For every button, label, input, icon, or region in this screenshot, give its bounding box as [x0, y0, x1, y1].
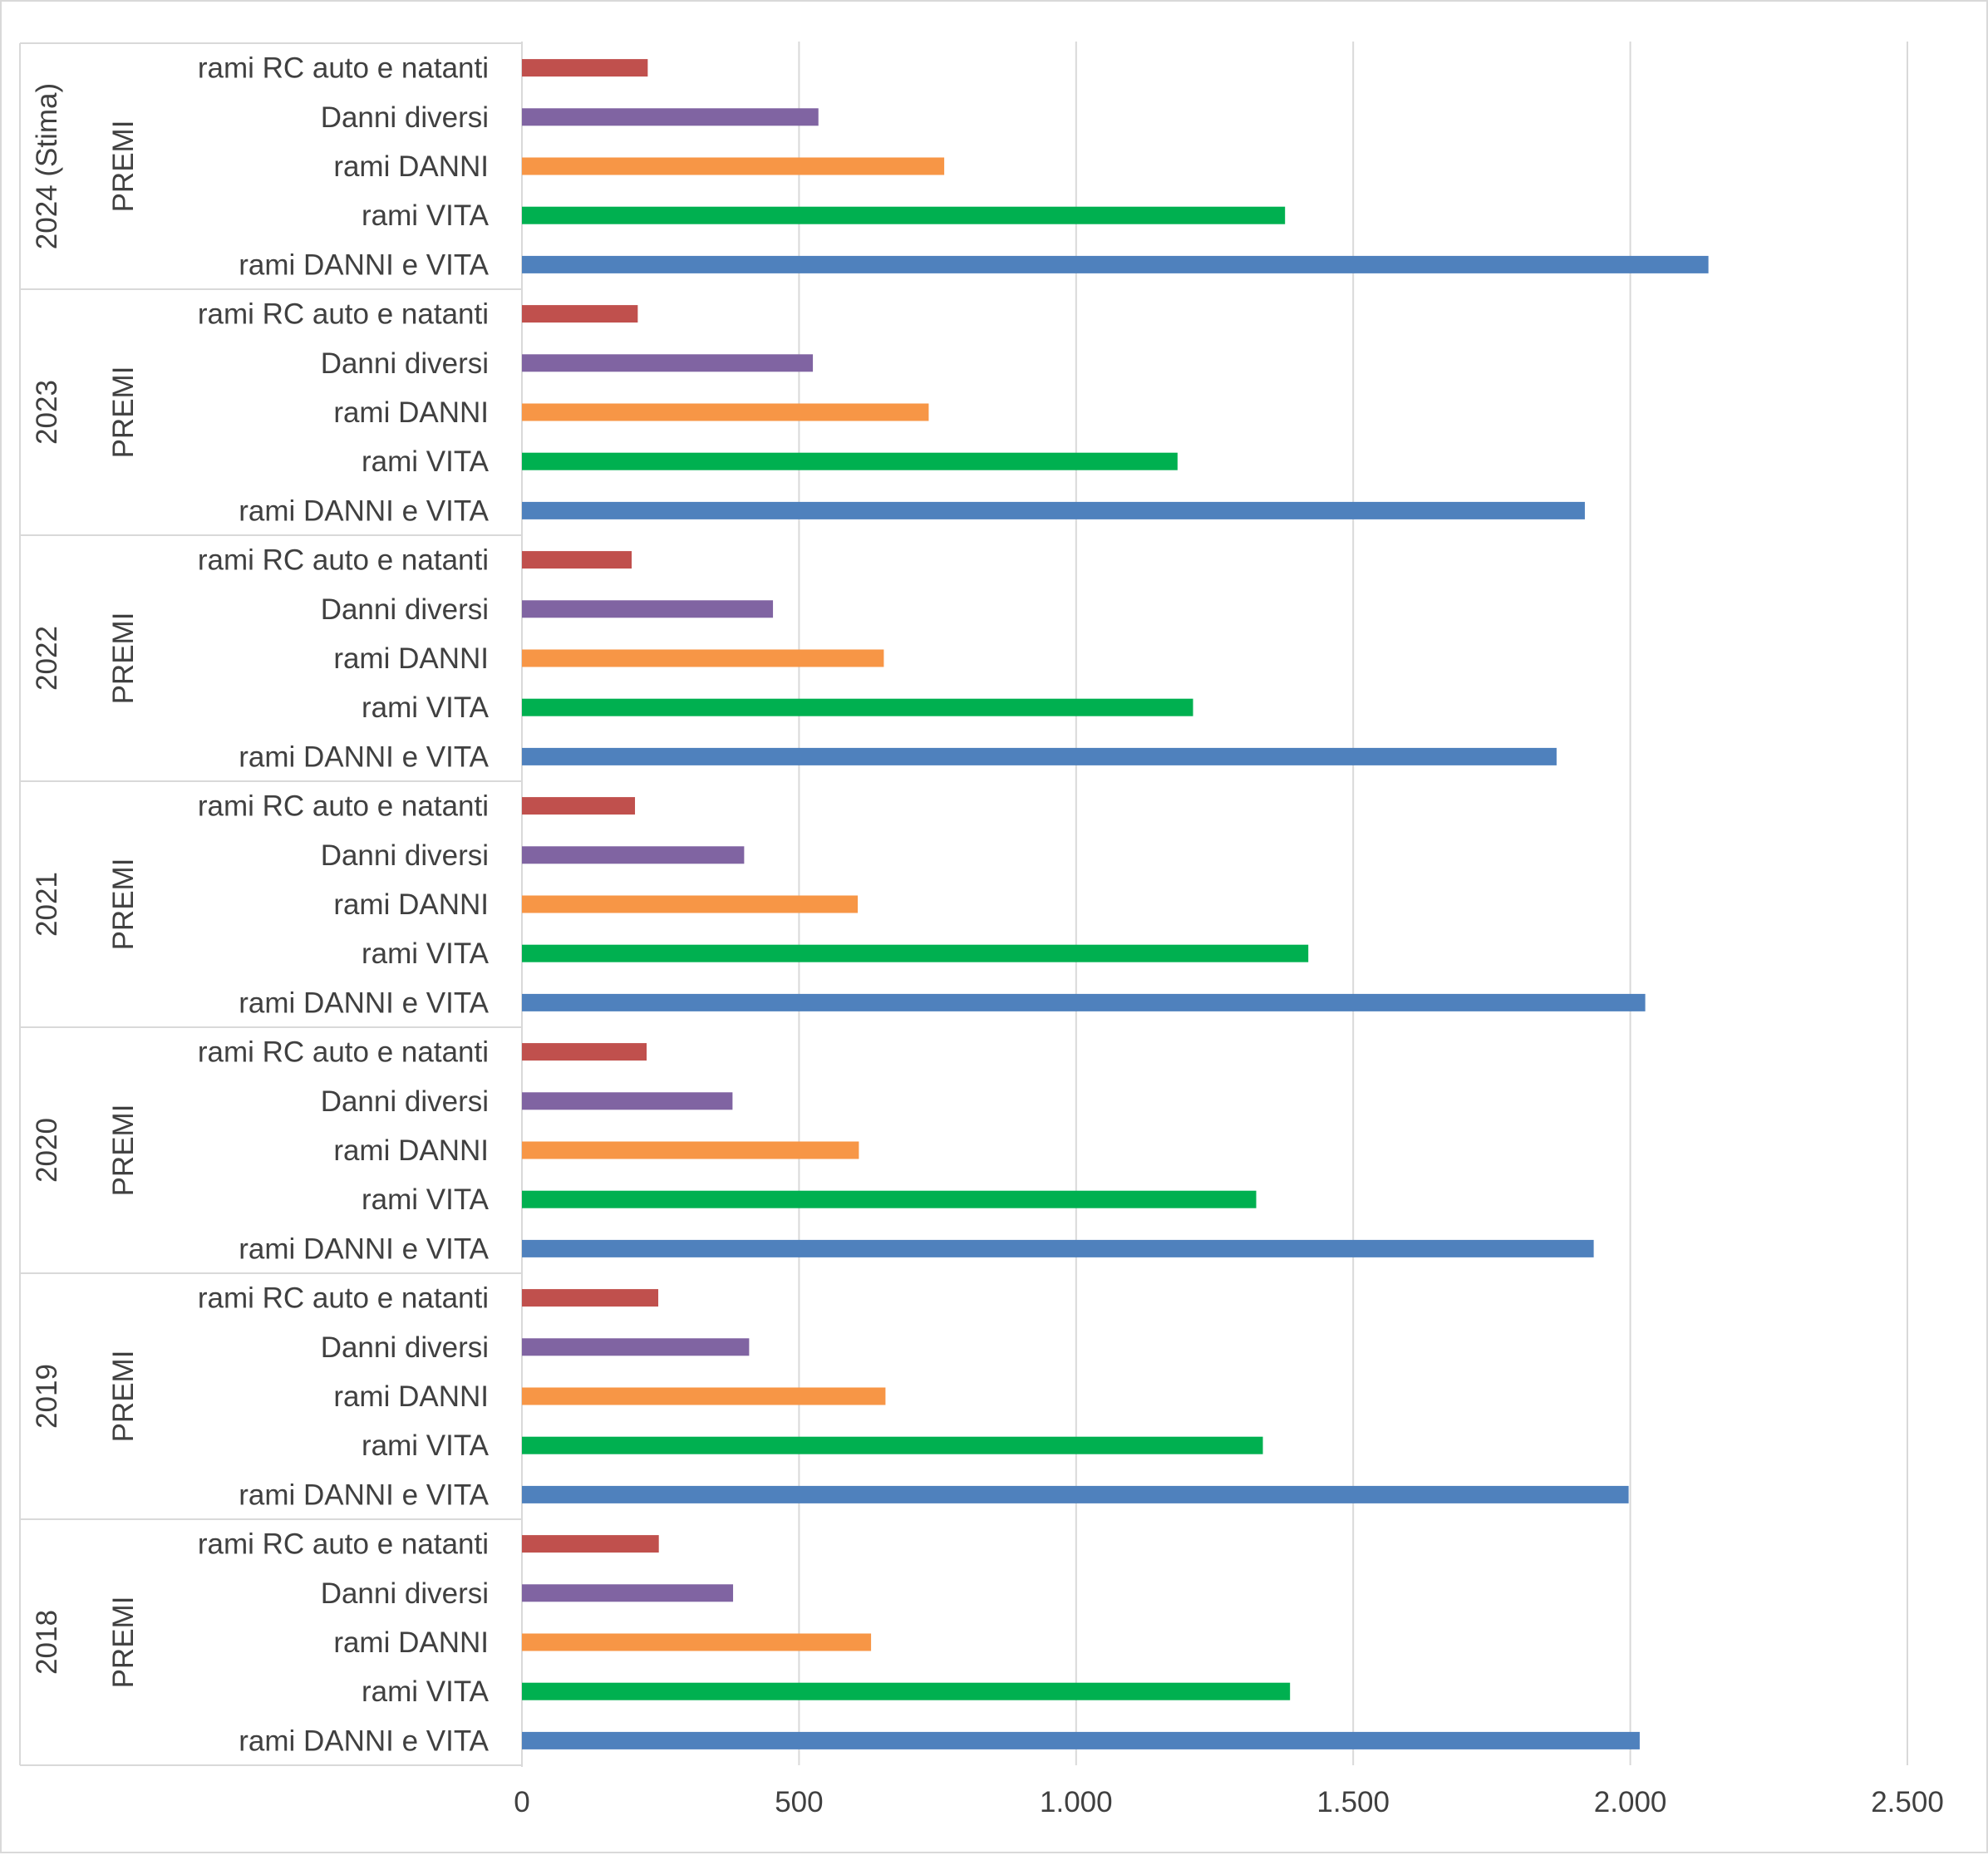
category-label: rami VITA [362, 445, 490, 478]
category-label: rami VITA [362, 1183, 490, 1216]
year-label: 2018 [31, 1610, 63, 1675]
subgroup-label: PREMI [107, 1105, 140, 1197]
bar-rami-danni [522, 157, 945, 175]
bar-danni-diversi [522, 1338, 750, 1356]
category-label: rami DANNI e VITA [239, 987, 489, 1019]
bar-rami-danni-e-vita [522, 1485, 1629, 1503]
bar-rami-rc-auto-e-natanti [522, 305, 638, 323]
category-label: rami RC auto e natanti [198, 790, 489, 823]
category-label: rami DANNI [333, 888, 489, 921]
category-label: rami DANNI e VITA [239, 1725, 489, 1757]
year-label: 2019 [31, 1364, 63, 1429]
bar-rami-rc-auto-e-natanti [522, 1043, 647, 1061]
bar-rami-vita [522, 1682, 1291, 1700]
bar-rami-rc-auto-e-natanti [522, 1535, 659, 1553]
bar-danni-diversi [522, 846, 745, 864]
bar-rami-vita [522, 1436, 1263, 1454]
bar-rami-danni [522, 1633, 872, 1651]
category-label: rami VITA [362, 1429, 490, 1462]
category-label: Danni diversi [321, 347, 489, 380]
category-label: Danni diversi [321, 1331, 489, 1364]
category-label: rami DANNI [333, 1626, 489, 1659]
category-label: rami RC auto e natanti [198, 1036, 489, 1069]
x-tick-label: 1.500 [1316, 1786, 1390, 1818]
bar-rami-danni [522, 649, 884, 667]
category-label: Danni diversi [321, 101, 489, 134]
bar-rami-danni-e-vita [522, 1239, 1594, 1257]
category-label: rami RC auto e natanti [198, 1282, 489, 1315]
subgroup-label: PREMI [107, 859, 140, 951]
category-label: rami DANNI e VITA [239, 1479, 489, 1511]
bar-rami-danni-e-vita [522, 747, 1557, 765]
bar-danni-diversi [522, 1092, 733, 1110]
year-label: 2020 [31, 1118, 63, 1183]
bar-rami-rc-auto-e-natanti [522, 1289, 659, 1307]
bar-rami-danni-e-vita [522, 255, 1709, 273]
bar-rami-danni [522, 895, 859, 913]
category-label: rami RC auto e natanti [198, 298, 489, 331]
category-label: rami RC auto e natanti [198, 544, 489, 577]
category-label: Danni diversi [321, 1085, 489, 1118]
category-label: rami VITA [362, 937, 490, 970]
subgroup-label: PREMI [107, 613, 140, 705]
category-label: rami DANNI e VITA [239, 495, 489, 527]
category-label: rami DANNI [333, 642, 489, 675]
x-tick-label: 500 [775, 1786, 823, 1818]
category-label: rami RC auto e natanti [198, 1528, 489, 1561]
x-tick-label: 2.500 [1871, 1786, 1944, 1818]
bar-rami-danni-e-vita [522, 993, 1646, 1011]
bar-rami-danni [522, 1387, 886, 1405]
bar-danni-diversi [522, 354, 814, 372]
category-label: rami DANNI [333, 1380, 489, 1413]
bar-rami-danni-e-vita [522, 501, 1585, 519]
bar-rami-rc-auto-e-natanti [522, 59, 648, 77]
category-label: rami DANNI [333, 150, 489, 183]
category-label: rami VITA [362, 1675, 490, 1708]
bar-rami-danni-e-vita [522, 1731, 1640, 1749]
x-tick-label: 1.000 [1040, 1786, 1113, 1818]
category-label: rami DANNI e VITA [239, 1233, 489, 1265]
x-tick-label: 0 [514, 1786, 529, 1818]
subgroup-label: PREMI [107, 121, 140, 213]
bar-rami-vita [522, 944, 1309, 962]
category-label: rami VITA [362, 691, 490, 724]
subgroup-label: PREMI [107, 1351, 140, 1443]
bar-rami-vita [522, 206, 1286, 224]
bar-danni-diversi [522, 600, 774, 618]
bar-rami-vita [522, 698, 1193, 716]
category-label: rami DANNI e VITA [239, 741, 489, 773]
year-label: 2023 [31, 380, 63, 445]
category-label: rami DANNI e VITA [239, 248, 489, 281]
category-label: rami DANNI [333, 396, 489, 429]
bar-danni-diversi [522, 1584, 734, 1602]
bar-rami-rc-auto-e-natanti [522, 551, 632, 569]
x-tick-label: 2.000 [1594, 1786, 1667, 1818]
bar-rami-rc-auto-e-natanti [522, 797, 636, 815]
subgroup-label: PREMI [107, 367, 140, 459]
category-label: Danni diversi [321, 593, 489, 626]
bar-danni-diversi [522, 108, 819, 126]
year-label: 2024 (Stima) [31, 83, 63, 249]
year-label: 2021 [31, 872, 63, 937]
bar-rami-danni [522, 1141, 859, 1159]
category-label: Danni diversi [321, 1577, 489, 1610]
bar-rami-vita [522, 1190, 1257, 1208]
category-label: rami DANNI [333, 1134, 489, 1167]
bar-rami-vita [522, 452, 1178, 470]
bar-rami-danni [522, 403, 929, 421]
subgroup-label: PREMI [107, 1597, 140, 1689]
category-label: rami RC auto e natanti [198, 52, 489, 85]
category-label: Danni diversi [321, 839, 489, 872]
year-label: 2022 [31, 626, 63, 691]
category-label: rami VITA [362, 199, 490, 232]
